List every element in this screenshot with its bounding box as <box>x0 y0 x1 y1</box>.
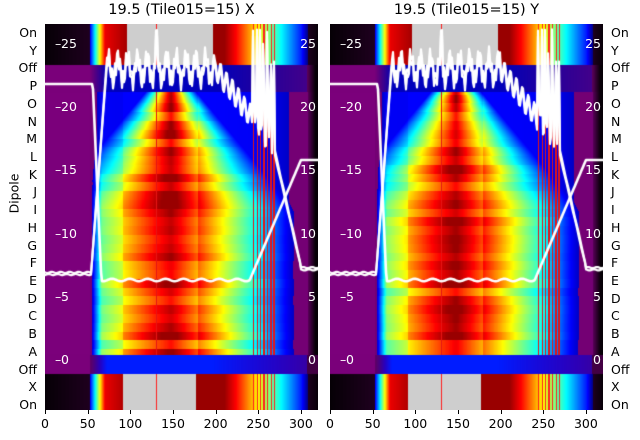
y-tick-label-x-20: X <box>28 379 37 395</box>
y-tick-label-k-8: K <box>611 166 620 182</box>
y-tick-label-x-20: X <box>611 379 620 395</box>
panel-title-right: 19.5 (Tile015=15) Y <box>393 2 540 18</box>
y-tick-label-c-16: C <box>611 308 620 324</box>
y-tick-label-n-5: N <box>611 113 621 129</box>
left-xtick-mark-300 <box>300 410 302 414</box>
right-xtick-label-100: 100 <box>403 416 428 431</box>
right-xtick-label-200: 200 <box>488 416 513 431</box>
right-xtick-mark-300 <box>585 410 587 414</box>
panel-title-left: 19.5 (Tile015=15) X <box>108 2 255 18</box>
right-xtick-mark-150 <box>458 410 459 414</box>
y-tick-label-b-17: B <box>28 326 37 342</box>
y-tick-label-on-0: On <box>19 25 37 40</box>
y-tick-label-f-13: F <box>29 255 37 271</box>
right-xtick-label-50: 50 <box>364 416 381 431</box>
right-xtick-mark-0 <box>330 410 331 414</box>
right-xtick-label-300: 300 <box>573 416 598 431</box>
y-tick-label-g-12: G <box>611 237 621 253</box>
y-tick-label-l-7: L <box>611 149 618 164</box>
y-tick-label-n-5: N <box>27 113 37 129</box>
y-tick-label-j-9: J <box>611 184 615 200</box>
left-xtick-mark-50 <box>87 410 89 414</box>
y-axis-categorical-left: On Y Off P O N M L K J I H G F E D C B A Off X On <box>0 24 41 412</box>
y-tick-label-i-10: I <box>33 202 37 218</box>
y-tick-label-j-9: J <box>33 184 37 200</box>
y-tick-label-d-15: D <box>27 290 37 306</box>
x-axis-left: 0 50 100 150 200 250 300 <box>41 410 318 440</box>
right-xtick-label-0: 0 <box>326 416 334 431</box>
y-tick-label-a-18: A <box>611 343 620 359</box>
left-xtick-mark-250 <box>258 410 260 414</box>
right-xtick-mark-50 <box>372 410 374 414</box>
y-tick-label-on-21: On <box>19 397 37 412</box>
left-xtick-label-200: 200 <box>203 416 228 431</box>
y-tick-label-p-3: P <box>29 78 37 94</box>
y-tick-label-h-11: H <box>27 219 37 235</box>
left-xtick-mark-150 <box>173 410 174 414</box>
y-tick-label-b-17: B <box>611 326 620 342</box>
right-xtick-mark-200 <box>500 410 502 414</box>
y-tick-label-off-2: Off <box>18 60 37 76</box>
y-tick-label-o-4: O <box>611 95 621 111</box>
y-tick-label-on-21: On <box>611 397 629 412</box>
heatmap-panel-right[interactable]: –25 25 –20 20 –15 15 –10 10 –5 5 –0 0 <box>330 24 603 410</box>
left-xtick-label-100: 100 <box>118 416 143 431</box>
y-tick-label-y-1: Y <box>29 42 37 58</box>
y-tick-label-e-14: E <box>611 273 619 288</box>
y-tick-label-c-16: C <box>28 308 37 324</box>
left-xtick-label-250: 250 <box>246 416 271 431</box>
y-tick-label-g-12: G <box>27 237 37 253</box>
left-xtick-label-150: 150 <box>161 416 185 431</box>
heatmap-mesh-right <box>330 24 603 410</box>
right-xtick-label-150: 150 <box>446 416 470 431</box>
y-tick-label-k-8: K <box>28 166 37 182</box>
y-tick-label-l-7: L <box>30 149 37 164</box>
y-tick-label-p-3: P <box>611 78 619 94</box>
y-tick-label-m-6: M <box>611 131 622 147</box>
y-axis-categorical-right: On Y Off P O N M L K J I H G F E D C B A Off X On <box>607 24 640 412</box>
heatmap-mesh-left <box>45 24 318 410</box>
y-tick-label-a-18: A <box>28 343 37 359</box>
left-xtick-label-300: 300 <box>288 416 313 431</box>
heatmap-panel-left[interactable]: –25 25 –20 20 –15 15 –10 10 –5 5 –0 0 <box>45 24 318 410</box>
y-tick-label-off-19: Off <box>18 361 37 377</box>
x-axis-right: 0 50 100 150 200 250 300 <box>326 410 603 440</box>
y-tick-label-m-6: M <box>26 131 37 147</box>
right-xtick-mark-250 <box>543 410 545 414</box>
y-tick-label-on-0: On <box>611 25 629 40</box>
y-tick-label-f-13: F <box>611 255 619 271</box>
y-tick-label-off-19: Off <box>611 361 630 377</box>
y-tick-label-i-10: I <box>611 202 615 218</box>
left-xtick-mark-100 <box>130 410 132 414</box>
left-xtick-mark-200 <box>215 410 217 414</box>
y-tick-label-e-14: E <box>29 273 37 288</box>
y-tick-label-h-11: H <box>611 219 621 235</box>
right-xtick-label-250: 250 <box>531 416 556 431</box>
y-tick-label-off-2: Off <box>611 60 630 76</box>
left-xtick-label-50: 50 <box>79 416 96 431</box>
y-tick-label-y-1: Y <box>611 42 619 58</box>
right-xtick-mark-100 <box>415 410 417 414</box>
y-tick-label-o-4: O <box>27 95 37 111</box>
left-xtick-label-0: 0 <box>41 416 49 431</box>
y-tick-label-d-15: D <box>611 290 621 306</box>
left-xtick-mark-0 <box>45 410 46 414</box>
